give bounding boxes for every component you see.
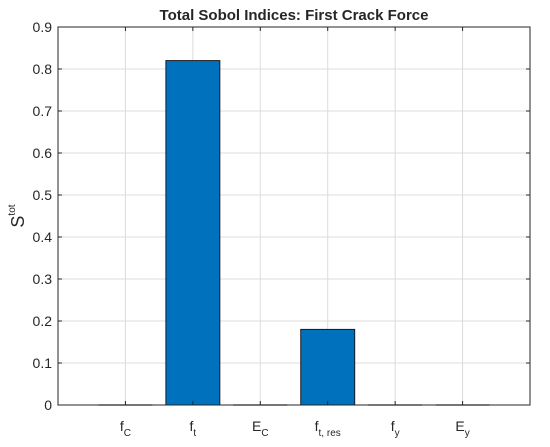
x-tick-label-base: f xyxy=(190,418,194,434)
x-tick-label-base: E xyxy=(252,418,261,434)
y-axis-label-sup: tot xyxy=(7,204,18,215)
chart-title: Total Sobol Indices: First Crack Force xyxy=(160,7,429,24)
y-tick-label: 0.6 xyxy=(33,145,53,161)
x-tick-label: ft, res xyxy=(315,418,341,439)
x-tick-label: ft xyxy=(190,418,197,439)
y-tick-label: 0.9 xyxy=(33,19,53,35)
grid xyxy=(58,26,530,406)
bar xyxy=(165,60,221,406)
x-tick-label-sub: t, res xyxy=(319,428,341,439)
x-tick-label: fC xyxy=(120,418,131,439)
y-tick-label: 0.4 xyxy=(33,229,53,245)
y-axis-label-base: S xyxy=(8,216,28,228)
x-tick-label-base: f xyxy=(391,418,395,434)
x-tick-label-sub: C xyxy=(261,428,268,439)
x-tick-label-base: f xyxy=(315,418,319,434)
y-tick-label: 0.3 xyxy=(33,271,53,287)
bar xyxy=(300,328,356,406)
bars xyxy=(98,60,490,406)
plot-frame xyxy=(57,26,531,406)
x-tick-label-base: f xyxy=(120,418,124,434)
x-tick-label-sub: C xyxy=(124,428,131,439)
x-tick-label: Ey xyxy=(455,418,469,439)
y-tick-label: 0.2 xyxy=(33,313,53,329)
y-tick-label: 0.8 xyxy=(33,61,53,77)
y-tick-label: 0.7 xyxy=(33,103,53,119)
y-tick-label: 0.5 xyxy=(33,187,53,203)
x-tick-labels: fC ft EC ft, res fy Ey xyxy=(120,27,470,439)
y-tick-labels: 0 0.1 0.2 0.3 0.4 0.5 0.6 0.7 0.8 0.9 xyxy=(33,19,530,413)
x-tick-label-sub: t xyxy=(193,428,196,439)
x-tick-label-sub: y xyxy=(395,428,400,439)
x-tick-label-sub: y xyxy=(465,428,470,439)
x-tick-label-base: E xyxy=(455,418,464,434)
y-axis-label: Stot xyxy=(7,204,28,227)
x-tick-label: EC xyxy=(252,418,269,439)
y-tick-label: 0 xyxy=(44,397,52,413)
x-tick-label: fy xyxy=(391,418,400,439)
y-tick-label: 0.1 xyxy=(33,355,53,371)
